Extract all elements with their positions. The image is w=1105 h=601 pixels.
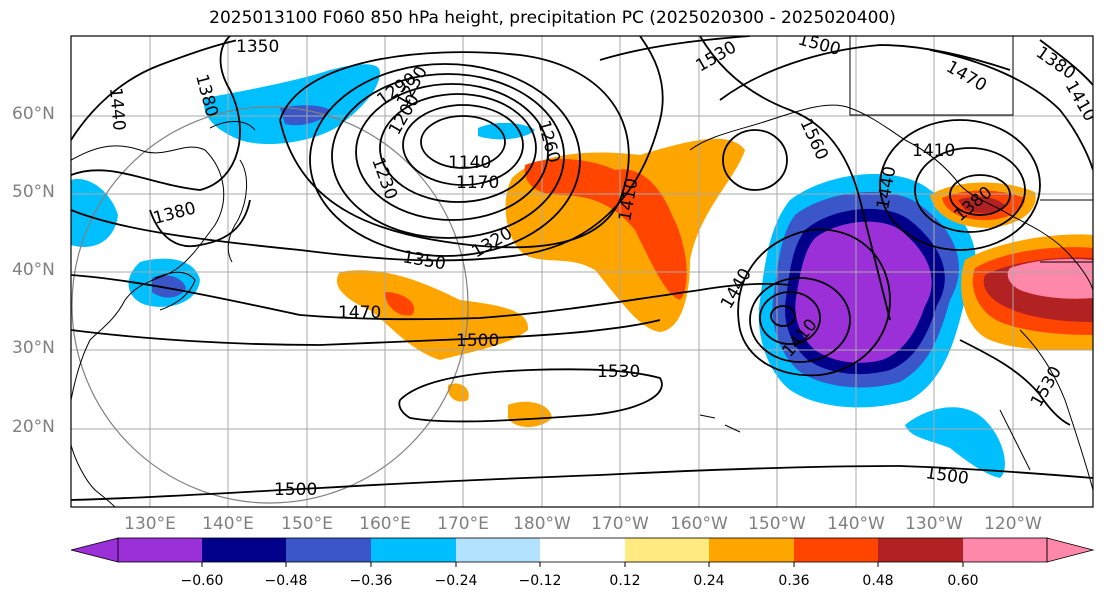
contour-label: 1530 [597,362,640,382]
contour-label: 1440 [105,87,129,132]
contour-glow-1 [949,174,1011,216]
colorbar [70,537,1095,567]
contour-label: 1350 [236,37,279,57]
colorbar-seg [118,538,202,562]
height-contours [71,36,1093,501]
contour-low-1230 [355,83,549,221]
contour-label: 1500 [274,480,317,500]
lat-label-60n: 60°N [12,104,55,124]
contour-low-1290 [309,63,581,257]
contour-1530 [398,368,663,423]
lat-label-50n: 50°N [12,182,55,202]
coastlines [71,36,1093,507]
contour-low-1170 [402,104,524,186]
contour-1350 [71,36,664,262]
contour-1470-ne [929,49,1093,171]
fill-japan-dark [152,275,186,298]
lon-label: 170°E [437,514,489,534]
contour-elow-1 [770,305,796,327]
precip-fills [71,64,1093,478]
contour-label: 1470 [338,303,381,323]
lon-label: 150°E [281,514,333,534]
contour-1560 [699,36,891,321]
contour-label: 1410 [912,141,955,161]
colorbar-tick-label: 0.60 [947,573,979,589]
range-circle [71,106,469,504]
contour-1380 [71,36,241,191]
lat-label-30n: 30°N [12,338,55,358]
contour-low-1260 [331,73,565,239]
contour-low-1140 [420,115,506,169]
contour-label: 1500 [456,331,499,351]
colorbar-tick-label: 0.24 [693,573,725,589]
lon-label: 130°W [905,514,963,534]
contour-1410-ne [1039,39,1093,86]
contour-1500 [71,319,661,346]
contour-1470 [71,274,791,321]
lat-label-40n: 40°N [12,260,55,280]
fill-gulf-dark [958,196,1005,213]
colorbar-tick-label: 0.36 [778,573,810,589]
colorbar-seg [794,538,878,562]
colorbar-tick-label: −0.24 [434,573,478,589]
contour-label: 1170 [456,173,499,193]
lon-label: 120°W [984,514,1042,534]
map-title: 2025013100 F060 850 hPa height, precipit… [209,8,896,28]
colorbar-seg [540,538,625,562]
colorbar-tick-label: 0.48 [862,573,894,589]
colorbar-tick-label: −0.12 [518,573,562,589]
lon-label: 140°W [827,514,885,534]
fill-subtrop-red [385,292,415,316]
contour-high [722,129,788,191]
contour-elow-4 [737,228,891,377]
fill-small-orange2 [508,401,552,427]
contour-glow-3 [879,119,1041,251]
contour-1500-south [71,465,1093,501]
colorbar-tick-label: −0.48 [264,573,308,589]
colorbar-seg [456,538,540,562]
colorbar-seg [286,538,371,562]
contour-label: 1140 [448,153,491,173]
colorbar-seg [709,538,794,562]
fill-nw-blue-dark [280,105,330,126]
lon-label: 160°W [670,514,728,534]
lon-label: 150°W [748,514,806,534]
colorbar-frame [117,537,1048,563]
contour-1530-n [599,36,751,61]
lon-label: 130°E [124,514,176,534]
fill-se-blue [905,407,1005,478]
contour-1320 [279,51,630,249]
contour-1500-n [719,44,1011,101]
fill-small-orange1 [447,383,469,402]
map-frame [70,35,1094,508]
lon-label: 180°W [513,514,571,534]
colorbar-seg [878,538,963,562]
colorbar-seg [202,538,286,562]
contour-1440-west [149,199,251,248]
lon-label: 140°E [202,514,254,534]
lon-label: 170°W [591,514,649,534]
contour-glow-2 [914,147,1026,233]
contour-1440 [71,36,261,141]
colorbar-arrow-right [1046,537,1095,563]
colorbar-tick-label: −0.60 [180,573,224,589]
contour-1530-east [959,339,1071,426]
contour-elow-3 [749,277,851,363]
colorbar-arrow-left [70,537,119,563]
contour-elow-2 [759,291,821,345]
colorbar-tick-label: 0.12 [609,573,641,589]
colorbar-tick-label: −0.36 [349,573,393,589]
colorbar-seg [371,538,456,562]
contour-low-1200 [379,93,537,203]
fill-east-purple [795,221,932,363]
colorbar-seg [963,538,1047,562]
gridlines [71,36,1093,507]
lat-label-20n: 20°N [12,417,55,437]
lon-label: 160°E [359,514,411,534]
colorbar-seg [625,538,709,562]
fill-wc-pink [1007,258,1093,299]
